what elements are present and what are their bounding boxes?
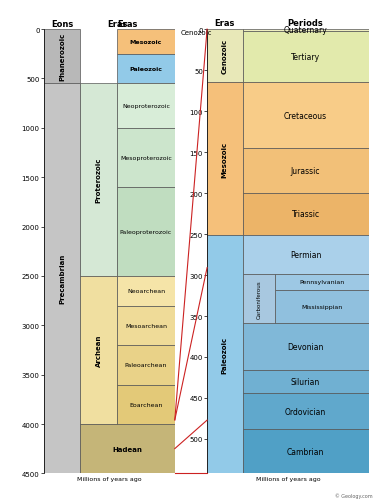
Text: Mesoarchean: Mesoarchean	[125, 323, 167, 328]
Bar	[275, 275, 369, 290]
Text: Neoarchean: Neoarchean	[127, 289, 165, 294]
Bar	[242, 235, 369, 275]
Text: Triassic: Triassic	[291, 210, 320, 219]
Bar	[207, 83, 242, 235]
Text: Hadean: Hadean	[112, 446, 142, 452]
Text: Eons: Eons	[51, 20, 73, 29]
Text: Eras: Eras	[215, 19, 235, 28]
Text: Mesozoic: Mesozoic	[130, 40, 162, 45]
Bar	[242, 83, 369, 149]
X-axis label: Millions of years ago: Millions of years ago	[77, 476, 142, 481]
Text: Mesoproterozoic: Mesoproterozoic	[120, 156, 172, 161]
Text: Mississippian: Mississippian	[301, 305, 342, 310]
Text: Permian: Permian	[290, 250, 321, 260]
Bar	[242, 149, 369, 194]
Text: Cenozoic: Cenozoic	[222, 39, 228, 74]
Text: Eras: Eras	[107, 20, 127, 29]
Text: © Geology.com: © Geology.com	[335, 493, 372, 498]
Bar	[207, 30, 242, 83]
Text: Jurassic: Jurassic	[291, 167, 320, 176]
Bar	[242, 275, 275, 324]
Bar	[117, 306, 175, 345]
Bar	[242, 32, 369, 83]
Text: Paleoarchean: Paleoarchean	[125, 363, 167, 368]
Bar	[81, 84, 117, 277]
Text: Eoarchean: Eoarchean	[129, 402, 163, 407]
Bar	[117, 55, 175, 84]
Text: Cenozoic: Cenozoic	[180, 30, 212, 36]
Text: Cretaceous: Cretaceous	[284, 111, 327, 120]
Bar	[117, 129, 175, 188]
Bar	[117, 345, 175, 385]
Text: Mesozoic: Mesozoic	[222, 141, 228, 177]
Bar	[242, 429, 369, 473]
Bar	[117, 30, 175, 55]
Bar	[117, 385, 175, 424]
Bar	[81, 277, 117, 424]
Text: Cambrian: Cambrian	[287, 447, 324, 456]
Text: Paleoproterozoic: Paleoproterozoic	[120, 229, 172, 234]
Bar	[207, 235, 242, 473]
Text: Precambrian: Precambrian	[59, 254, 65, 304]
Bar	[242, 393, 369, 429]
Text: Quaternary: Quaternary	[284, 27, 328, 36]
Text: Paleozoic: Paleozoic	[130, 67, 163, 72]
Bar	[117, 188, 175, 277]
Text: Archean: Archean	[96, 334, 102, 366]
Text: Silurian: Silurian	[291, 377, 320, 386]
Text: Ordovician: Ordovician	[285, 407, 326, 416]
Text: Neoproterozoic: Neoproterozoic	[122, 104, 170, 109]
Bar	[242, 370, 369, 393]
Text: Paleozoic: Paleozoic	[222, 336, 228, 373]
Text: Devonian: Devonian	[287, 343, 324, 352]
Bar	[117, 277, 175, 306]
X-axis label: Millions of years ago: Millions of years ago	[255, 476, 320, 481]
Bar	[242, 194, 369, 235]
Text: Eras: Eras	[117, 20, 138, 29]
Bar	[242, 324, 369, 370]
Text: Periods: Periods	[288, 19, 323, 28]
Bar	[275, 290, 369, 324]
Text: Pennsylvanian: Pennsylvanian	[299, 280, 344, 285]
Bar	[44, 30, 81, 84]
Bar	[242, 30, 369, 32]
Text: Tertiary: Tertiary	[291, 53, 320, 62]
Bar	[81, 424, 175, 473]
Text: Proterozoic: Proterozoic	[96, 157, 102, 202]
Bar	[44, 84, 81, 473]
Text: Carboniferous: Carboniferous	[256, 280, 261, 319]
Text: Phanerozoic: Phanerozoic	[59, 33, 65, 81]
Bar	[117, 84, 175, 129]
